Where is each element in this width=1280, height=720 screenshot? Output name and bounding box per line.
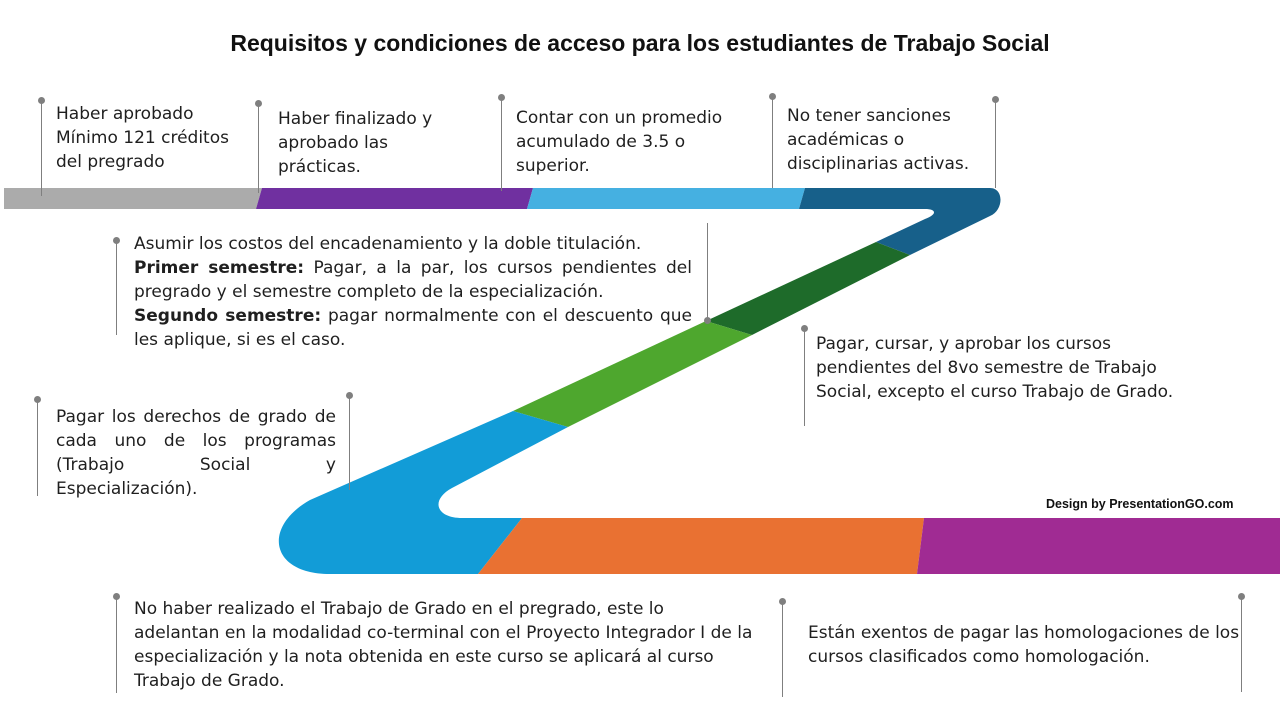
note-average: Contar con un promedio acumulado de 3.5 … bbox=[516, 106, 756, 178]
note-pending-courses: Pagar, cursar, y aprobar los cursos pend… bbox=[816, 332, 1184, 404]
connector-line bbox=[501, 97, 502, 191]
segment-magenta bbox=[917, 518, 1280, 574]
credit-text: Design by PresentationGO.com bbox=[1046, 497, 1234, 511]
note-sanctions: No tener sanciones académicas o discipli… bbox=[787, 104, 997, 176]
note-second-semester: Segundo semestre: pagar normalmente con … bbox=[134, 304, 692, 352]
connector-dot bbox=[1238, 593, 1245, 600]
connector-dot bbox=[113, 593, 120, 600]
connector-line bbox=[995, 99, 996, 188]
connector-dot bbox=[801, 325, 808, 332]
connector-dot bbox=[34, 396, 41, 403]
connector-dot bbox=[38, 97, 45, 104]
note-practices: Haber finalizado y aprobado las práctica… bbox=[278, 107, 488, 179]
note-text: pagar normalmente con el descuento que l… bbox=[134, 306, 693, 350]
note-line: disciplinarias activas. bbox=[787, 154, 970, 174]
note-line: acumulado de 3.5 o bbox=[516, 132, 686, 152]
connector-line bbox=[37, 399, 38, 496]
connector-line bbox=[116, 596, 117, 693]
note-degree-work: No haber realizado el Trabajo de Grado e… bbox=[134, 597, 754, 693]
note-line: Haber aprobado bbox=[56, 104, 194, 124]
segment-blue bbox=[278, 411, 568, 574]
connector-line bbox=[41, 100, 42, 196]
connector-line bbox=[707, 223, 708, 321]
note-text: Pagar los derechos de grado de cada uno … bbox=[56, 407, 336, 499]
note-bold-label: Segundo semestre: bbox=[134, 306, 322, 326]
note-credits: Haber aprobado Mínimo 121 créditos del p… bbox=[56, 102, 256, 174]
note-line: aprobado las bbox=[278, 133, 389, 153]
connector-dot bbox=[779, 598, 786, 605]
segment-dark-blue bbox=[799, 188, 1001, 255]
note-line: prácticas. bbox=[278, 157, 361, 177]
connector-line bbox=[1241, 596, 1242, 692]
segment-orange bbox=[478, 518, 924, 574]
note-text: Pagar, cursar, y aprobar los cursos pend… bbox=[816, 334, 1174, 402]
segment-gray bbox=[4, 188, 262, 209]
note-first-semester: Primer semestre: Pagar, a la par, los cu… bbox=[134, 256, 692, 304]
note-costs: Asumir los costos del encadenamiento y l… bbox=[134, 232, 692, 352]
note-line: Mínimo 121 créditos bbox=[56, 128, 229, 148]
note-line: Haber finalizado y bbox=[278, 109, 433, 129]
connector-dot bbox=[113, 237, 120, 244]
note-text: Pagar, a la par, los cursos pendientes d… bbox=[134, 258, 692, 302]
segment-green bbox=[513, 321, 752, 427]
page-title: Requisitos y condiciones de acceso para … bbox=[230, 30, 1050, 56]
segment-light-blue bbox=[527, 188, 805, 209]
note-graduation-fees: Pagar los derechos de grado de cada uno … bbox=[56, 405, 336, 501]
connector-line bbox=[258, 103, 259, 193]
note-line: académicas o bbox=[787, 130, 905, 150]
connector-dot bbox=[769, 93, 776, 100]
note-line: Contar con un promedio bbox=[516, 108, 723, 128]
note-text: No haber realizado el Trabajo de Grado e… bbox=[134, 599, 753, 691]
segment-dark-green bbox=[706, 242, 910, 335]
connector-dot bbox=[498, 94, 505, 101]
connector-line bbox=[804, 328, 805, 426]
note-bold-label: Primer semestre: bbox=[134, 258, 305, 278]
note-line: superior. bbox=[516, 156, 590, 176]
connector-dot bbox=[992, 96, 999, 103]
connector-dot bbox=[704, 317, 711, 324]
note-text: Están exentos de pagar las homologacione… bbox=[808, 623, 1240, 667]
note-line: del pregrado bbox=[56, 152, 165, 172]
connector-dot bbox=[346, 392, 353, 399]
segment-purple bbox=[256, 188, 533, 209]
note-homologation: Están exentos de pagar las homologacione… bbox=[808, 621, 1242, 669]
connector-line bbox=[772, 96, 773, 188]
note-line: No tener sanciones bbox=[787, 106, 951, 126]
connector-line bbox=[116, 240, 117, 335]
note-line: Asumir los costos del encadenamiento y l… bbox=[134, 234, 642, 254]
connector-line bbox=[782, 601, 783, 697]
connector-dot bbox=[255, 100, 262, 107]
connector-line bbox=[349, 395, 350, 490]
